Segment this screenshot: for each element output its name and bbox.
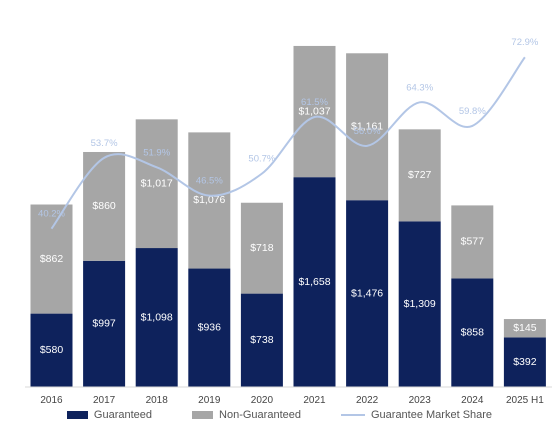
x-tick-label: 2025 H1 (506, 395, 544, 406)
bar-guaranteed (451, 278, 494, 387)
x-tick-label: 2018 (146, 395, 169, 406)
bar-value-label: $936 (198, 322, 222, 334)
bar-guaranteed (240, 293, 283, 387)
bar-value-label: $580 (40, 344, 64, 356)
bar-non-guaranteed (293, 45, 336, 178)
bar-guaranteed (398, 221, 441, 387)
market-share-labels: 40.2% 53.7% 51.9% 46.5% 50.7% 61.5% 56.0% 64.3%… (38, 37, 539, 219)
bar-value-label: $1,161 (351, 121, 383, 133)
market-share-label: 46.5% (196, 176, 223, 187)
market-share-label: 59.8% (459, 106, 486, 117)
bar-value-label: $1,017 (141, 177, 173, 189)
bar-value-label: $997 (92, 318, 116, 330)
x-tick-label: 2024 (461, 395, 484, 406)
market-share-label: 64.3% (406, 82, 433, 93)
legend-item-non-guaranteed: Non-Guaranteed (192, 409, 301, 421)
market-share-label: 56.0% (354, 126, 381, 137)
bar-guaranteed (293, 177, 336, 387)
bar-non-guaranteed (451, 205, 494, 279)
market-share-label: 72.9% (511, 37, 538, 48)
bar-non-guaranteed (346, 53, 389, 201)
market-share-label: 61.5% (301, 97, 328, 108)
market-share-label: 53.7% (91, 138, 118, 149)
market-share-label: 40.2% (38, 209, 65, 220)
bar-value-label: $727 (408, 169, 432, 181)
legend-label-guaranteed: Guaranteed (93, 409, 153, 421)
bar-value-label: $145 (513, 322, 537, 334)
bar-value-label: $1,476 (351, 287, 383, 299)
bar-non-guaranteed (188, 132, 231, 269)
bar-non-guaranteed (503, 319, 546, 338)
legend: Guaranteed Non-Guaranteed Guarantee Mark… (0, 409, 559, 421)
bar-value-label: $1,076 (193, 194, 225, 206)
market-share-line (50, 56, 526, 230)
bar-value-label: $1,098 (141, 311, 173, 323)
bars-group: $580 $862 $997 $860 $1,098 $1,017 $936 $1,076 $7… (30, 45, 546, 387)
legend-item-market-share: Guarantee Market Share (340, 409, 493, 421)
x-tick-label: 2016 (40, 395, 63, 406)
x-tick-label: 2017 (93, 395, 116, 406)
bar-value-label: $862 (40, 253, 64, 265)
legend-swatch-guaranteed (66, 411, 88, 419)
legend-item-guaranteed: Guaranteed (66, 409, 153, 421)
bar-non-guaranteed (398, 129, 441, 222)
bar-guaranteed (135, 248, 178, 387)
x-tick-label: 2023 (409, 395, 432, 406)
legend-swatch-non-guaranteed (192, 411, 214, 419)
bar-value-label: $860 (92, 200, 116, 212)
x-tick-label: 2019 (198, 395, 221, 406)
bar-non-guaranteed (30, 204, 73, 314)
x-axis-ticks: 2016 2017 2018 2019 2020 2021 2022 2023 2024 2025… (40, 395, 544, 406)
bar-value-label: $738 (250, 334, 274, 346)
x-tick-label: 2021 (303, 395, 326, 406)
legend-label-market-share: Guarantee Market Share (370, 409, 493, 421)
market-share-label: 50.7% (248, 154, 275, 165)
bar-guaranteed (188, 268, 231, 387)
legend-swatch-market-share (340, 414, 365, 416)
bar-value-label: $718 (250, 242, 274, 254)
x-tick-label: 2022 (356, 395, 379, 406)
legend-label-non-guaranteed: Non-Guaranteed (219, 409, 301, 421)
bar-value-label: $858 (461, 326, 485, 338)
market-share-label: 51.9% (143, 147, 170, 158)
bar-value-label: $1,309 (404, 298, 436, 310)
bar-value-label: $1,037 (298, 105, 330, 117)
bar-guaranteed (346, 200, 389, 387)
x-tick-label: 2020 (251, 395, 274, 406)
bar-guaranteed (30, 313, 73, 387)
bar-non-guaranteed (135, 119, 178, 249)
bar-value-label: $577 (461, 236, 485, 248)
bar-non-guaranteed (240, 202, 283, 294)
bar-value-label: $392 (513, 356, 537, 368)
bar-guaranteed (83, 260, 126, 387)
bar-value-label: $1,658 (298, 276, 330, 288)
bar-guaranteed (503, 337, 546, 387)
